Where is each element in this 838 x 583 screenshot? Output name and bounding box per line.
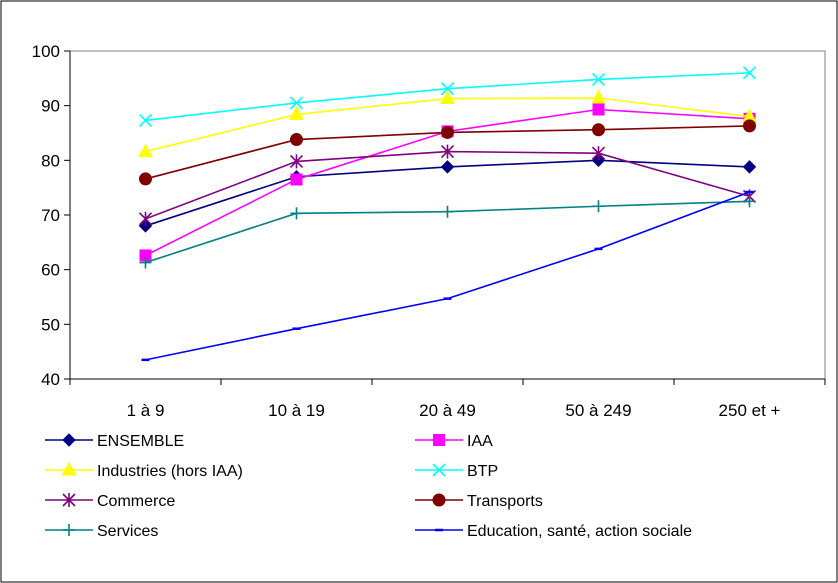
legend-item: Services xyxy=(45,523,158,540)
marker-square xyxy=(592,103,605,116)
series-5 xyxy=(139,119,756,186)
marker-star xyxy=(440,144,455,159)
series-2 xyxy=(138,89,757,158)
legend-label: IAA xyxy=(467,433,493,450)
marker-plus xyxy=(743,195,756,208)
marker-diamond xyxy=(440,160,455,174)
marker-x xyxy=(742,66,757,80)
legend-item: IAA xyxy=(415,433,493,450)
marker-square xyxy=(290,173,303,186)
marker-triangle xyxy=(440,90,455,105)
legend: ENSEMBLE IAA Industries (hors IAA) BTP Comme… xyxy=(45,433,692,540)
series-6 xyxy=(139,195,756,269)
marker-circle xyxy=(743,119,756,133)
legend-label: Transports xyxy=(467,493,543,510)
marker-star xyxy=(138,211,153,226)
marker-square xyxy=(433,434,445,446)
legend-item: Transports xyxy=(415,493,543,510)
x-tick-label: 50 à 249 xyxy=(565,401,631,420)
y-tick-label: 60 xyxy=(41,261,60,280)
marker-triangle xyxy=(591,89,606,104)
marker-star xyxy=(591,146,606,161)
legend-label: Industries (hors IAA) xyxy=(97,463,243,480)
marker-plus xyxy=(63,524,75,536)
legend-label: Education, santé, action sociale xyxy=(467,523,692,540)
marker-circle xyxy=(441,125,454,139)
x-tick-label: 10 à 19 xyxy=(268,401,325,420)
legend-item: BTP xyxy=(415,463,498,480)
series-7 xyxy=(141,190,754,362)
series-4 xyxy=(138,144,757,226)
marker-diamond xyxy=(62,433,76,447)
marker-star xyxy=(289,154,304,169)
marker-x xyxy=(591,72,606,86)
y-tick-label: 90 xyxy=(41,97,60,116)
legend-label: Commerce xyxy=(97,493,175,510)
marker-plus xyxy=(441,205,454,218)
legend-item: ENSEMBLE xyxy=(45,433,184,450)
legend-label: BTP xyxy=(467,463,498,480)
marker-plus xyxy=(139,256,152,269)
marker-x xyxy=(440,82,455,96)
marker-triangle xyxy=(289,106,304,120)
legend-item: Industries (hors IAA) xyxy=(45,461,243,480)
marker-x xyxy=(432,463,446,477)
y-tick-label: 70 xyxy=(41,206,60,225)
marker-diamond xyxy=(742,160,757,174)
marker-x xyxy=(138,113,153,127)
x-tick-label: 250 et + xyxy=(719,401,781,420)
y-tick-label: 100 xyxy=(32,42,60,61)
x-tick-label: 20 à 49 xyxy=(419,401,476,420)
y-tick-label: 80 xyxy=(41,151,60,170)
y-tick-label: 40 xyxy=(41,370,60,389)
x-tick-label: 1 à 9 xyxy=(127,401,165,420)
legend-label: Services xyxy=(97,523,158,540)
marker-circle xyxy=(290,133,303,147)
legend-item: Commerce xyxy=(45,493,175,510)
series-3 xyxy=(138,66,757,127)
plot-area: 40 50 60 70 80 90 100 1 à 9 10 à 19 20 à 49 50 à 2… xyxy=(32,42,826,420)
y-tick-label: 50 xyxy=(41,315,60,334)
marker-circle xyxy=(139,172,152,186)
marker-star xyxy=(62,493,76,507)
marker-circle xyxy=(592,123,605,137)
marker-x xyxy=(289,96,304,110)
marker-circle xyxy=(432,493,446,507)
marker-triangle xyxy=(138,143,153,158)
marker-plus xyxy=(290,207,303,220)
legend-label: ENSEMBLE xyxy=(97,433,184,450)
marker-triangle xyxy=(61,461,77,476)
marker-plus xyxy=(592,200,605,213)
legend-item: Education, santé, action sociale xyxy=(415,523,692,540)
